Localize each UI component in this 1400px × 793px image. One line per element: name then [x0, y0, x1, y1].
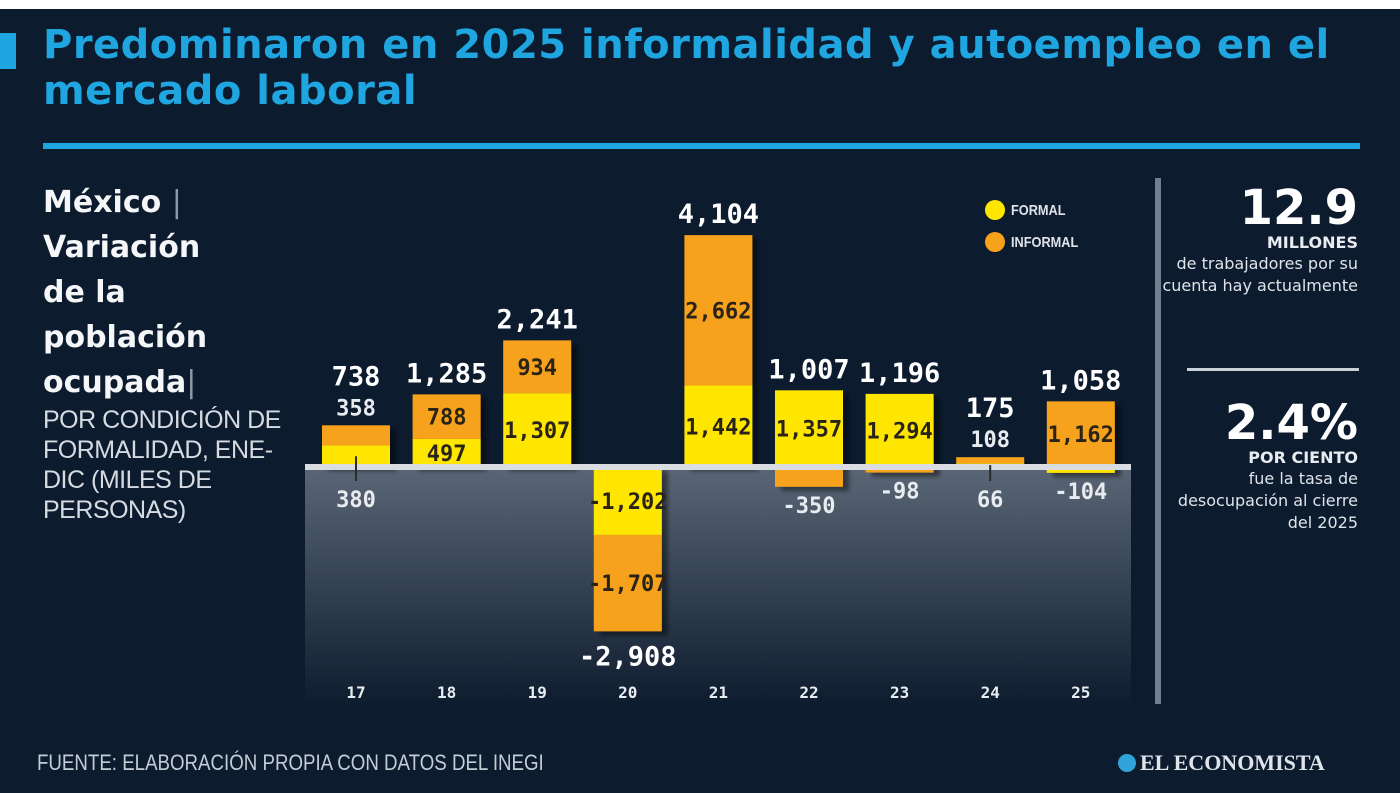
segment-value-label-informal: 108	[970, 428, 1010, 453]
segment-value-label-informal: -98	[880, 480, 920, 505]
legend-label: FORMAL	[1011, 201, 1066, 219]
segment-value-label-informal: 788	[427, 406, 467, 431]
segment-value-label-formal: 1,307	[504, 419, 570, 444]
subtitle-line: de la	[43, 275, 126, 310]
legend-item-informal: INFORMAL	[985, 226, 1090, 258]
bar-segment-informal	[775, 467, 843, 487]
stat-description: fue la tasa de desocupación al cierre de…	[1177, 469, 1358, 532]
segment-value-label-informal: 358	[336, 396, 376, 421]
subtitle-line: Variación	[43, 230, 201, 265]
bar-segment-formal	[593, 467, 662, 535]
x-tick-label: 18	[437, 683, 456, 702]
total-value-label: 1,007	[768, 354, 849, 385]
segment-value-label-formal: 1,294	[866, 419, 932, 444]
total-value-label: 1,058	[1040, 365, 1121, 396]
title-divider	[43, 143, 1360, 149]
segment-value-label-formal: 1,442	[685, 415, 751, 440]
stat-unit: MILLONES	[1266, 233, 1358, 252]
subtitle-description: POR CONDICIÓN DE FORMALIDAD, ENE-DIC (MI…	[43, 406, 281, 524]
bar-group	[775, 390, 843, 487]
segment-value-label-formal: 66	[977, 488, 1004, 513]
bar-segment-informal	[412, 394, 481, 439]
bar-segment-informal	[956, 457, 1025, 464]
stat-value: 2.4%	[1224, 395, 1358, 451]
chart-subtitle: México | Variación de la población ocupa…	[43, 180, 303, 525]
x-tick-label: 20	[618, 683, 637, 702]
brand-logo: EL ECONOMISTA	[1118, 750, 1325, 776]
stat-unit: POR CIENTO	[1248, 448, 1358, 467]
stat-divider	[1187, 368, 1359, 371]
segment-value-label-formal: 497	[427, 442, 467, 467]
x-tick-label: 25	[1071, 683, 1090, 702]
subtitle-line: ocupada	[43, 365, 187, 400]
total-value-label: 738	[332, 361, 381, 392]
bar-segment-informal	[593, 534, 662, 632]
bar-group	[684, 235, 753, 467]
x-tick-label: 19	[528, 683, 547, 702]
stat-self-employed: 12.9 MILLONES de trabajadores por su cue…	[1158, 183, 1358, 297]
bar-segment-informal	[1046, 401, 1115, 467]
stat-unemployment-rate: 2.4% POR CIENTO fue la tasa de desocupac…	[1158, 398, 1358, 534]
x-tick-label: 23	[890, 683, 909, 702]
title-marker	[0, 33, 16, 69]
segment-value-label-informal: 2,662	[685, 299, 751, 324]
section-divider	[1155, 178, 1161, 704]
bar-segment-formal	[684, 385, 753, 467]
brand-name: EL ECONOMISTA	[1140, 750, 1325, 775]
bar-group	[412, 394, 481, 467]
x-tick-label: 22	[799, 683, 818, 702]
segment-value-label-formal: -104	[1054, 480, 1107, 505]
segment-value-label-informal: 1,162	[1048, 423, 1114, 448]
bar-segment-informal	[322, 425, 390, 446]
negative-area	[305, 468, 1131, 708]
zero-baseline	[305, 464, 1131, 470]
subtitle-bold: México | Variación de la población ocupa…	[43, 180, 303, 405]
legend-item-formal: FORMAL	[985, 194, 1090, 226]
bar-group	[593, 467, 662, 632]
subtitle-line: población	[43, 320, 208, 355]
segment-value-label-formal: 1,357	[776, 418, 842, 443]
bar-segment-formal	[865, 393, 934, 467]
legend-swatch-formal	[985, 200, 1005, 220]
total-value-label: 175	[966, 393, 1015, 424]
subtitle-line: México	[43, 185, 162, 220]
legend-label: INFORMAL	[1011, 233, 1079, 251]
total-value-label: 1,196	[859, 358, 940, 389]
bar-segment-informal	[503, 340, 572, 394]
stat-description: de trabajadores por su cuenta hay actual…	[1162, 254, 1358, 295]
stat-value: 12.9	[1239, 180, 1358, 236]
x-tick-label: 24	[981, 683, 1000, 702]
segment-value-label-informal: 934	[517, 356, 557, 381]
x-tick-label: 17	[346, 683, 365, 702]
bar-segment-formal	[412, 438, 481, 467]
bar-segment-formal	[503, 393, 572, 467]
total-value-label: 1,285	[406, 358, 487, 389]
bar-segment-informal	[684, 235, 753, 386]
segment-value-label-informal: -350	[783, 494, 836, 519]
x-tick-label: 21	[709, 683, 728, 702]
legend-swatch-informal	[985, 232, 1005, 252]
total-value-label: -2,908	[579, 641, 677, 672]
subtitle-separator: |	[186, 365, 197, 400]
segment-value-label-formal: 380	[336, 488, 376, 513]
segment-value-label-informal: -1,707	[588, 572, 667, 597]
subtitle-separator: |	[171, 185, 182, 220]
bar-segment-formal	[775, 390, 843, 467]
chart-legend: FORMAL INFORMAL	[985, 194, 1090, 258]
source-note: FUENTE: ELABORACIÓN PROPIA CON DATOS DEL…	[37, 750, 544, 775]
total-value-label: 2,241	[497, 304, 578, 335]
page-title: Predominaron en 2025 informalidad y auto…	[43, 22, 1330, 114]
globe-logo-icon	[1118, 754, 1136, 772]
total-value-label: 4,104	[678, 199, 759, 230]
bar-group	[503, 340, 572, 467]
segment-value-label-formal: -1,202	[588, 490, 667, 515]
